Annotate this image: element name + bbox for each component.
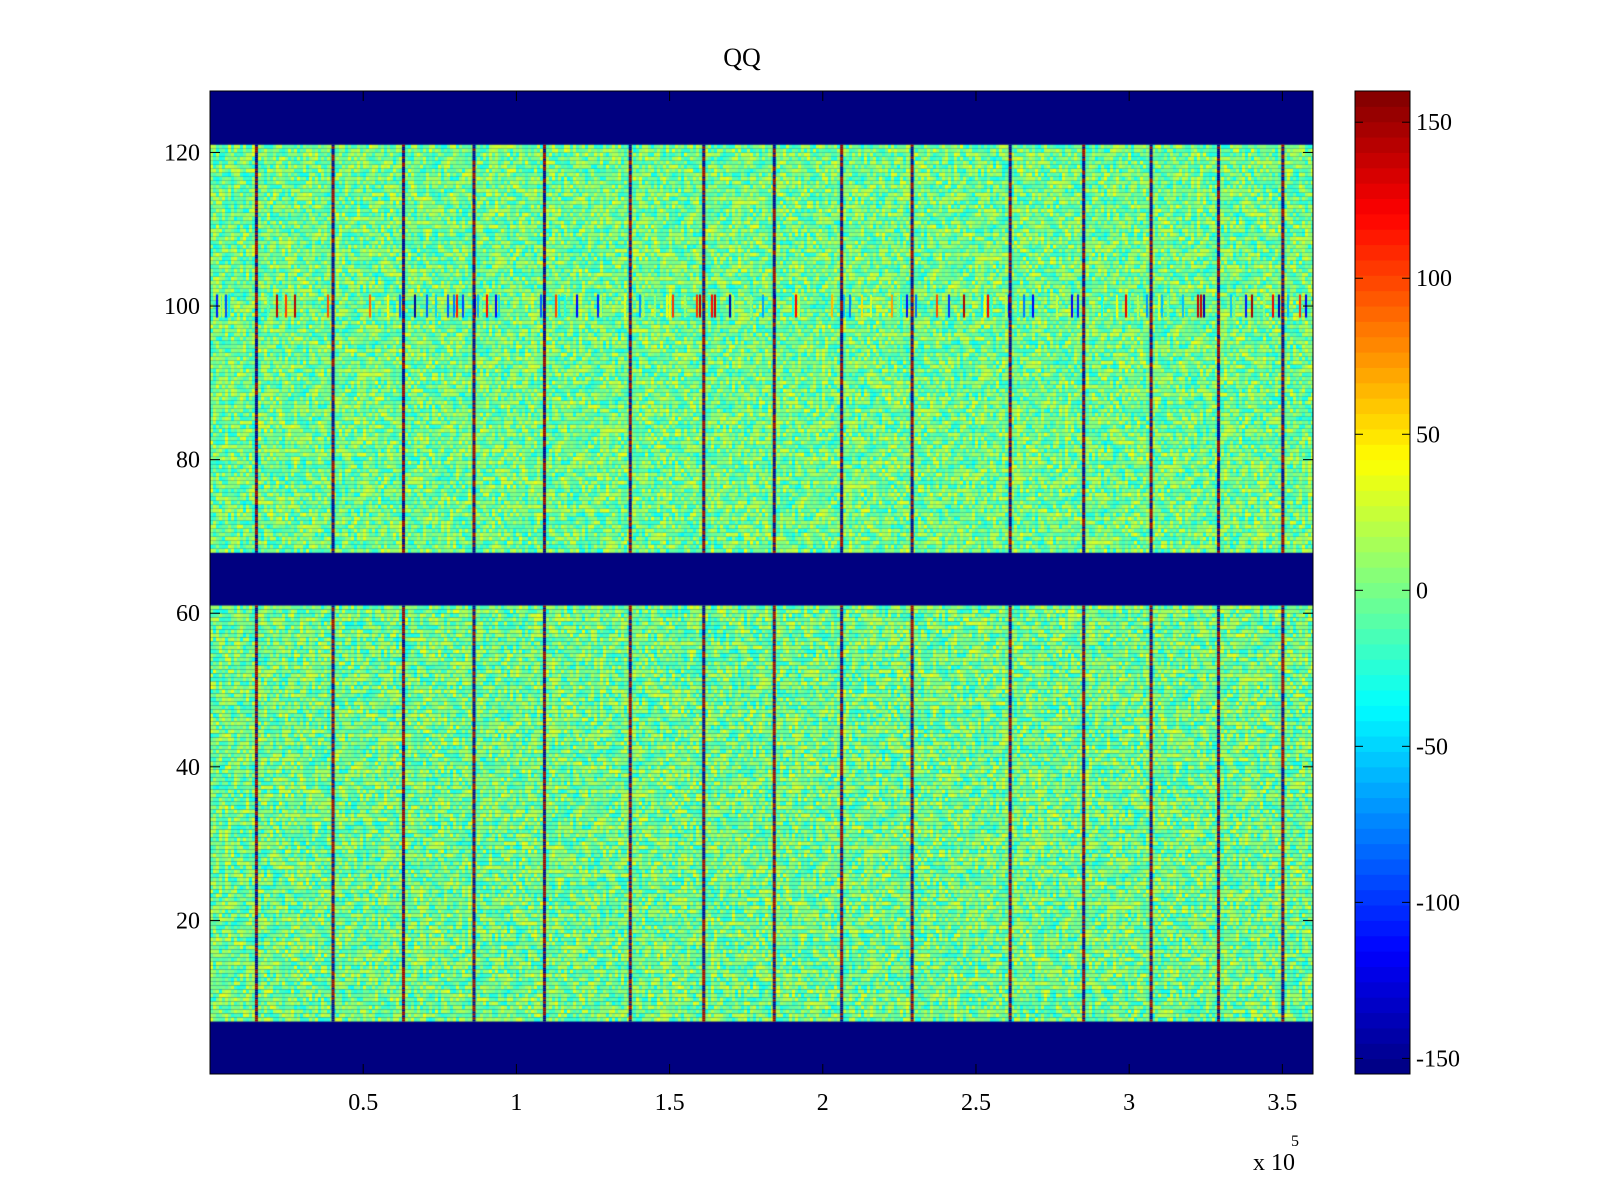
x-tick-label: 0.5 [348, 1090, 378, 1116]
x-tick-label: 3.5 [1267, 1090, 1297, 1116]
y-tick-label: 60 [176, 601, 200, 627]
colorbar-swatch [1355, 382, 1410, 399]
x-tick-label: 3 [1123, 1090, 1135, 1116]
colorbar-swatch [1355, 643, 1410, 660]
y-tick-label: 120 [164, 140, 200, 166]
heatmap-image [210, 91, 1313, 1074]
colorbar-swatch [1355, 474, 1410, 491]
colorbar-swatch [1355, 536, 1410, 553]
colorbar-swatch [1355, 628, 1410, 645]
colorbar-swatch [1355, 966, 1410, 983]
x-tick-label: 2.5 [961, 1090, 991, 1116]
colorbar-swatch [1355, 152, 1410, 169]
colorbar-swatch [1355, 782, 1410, 799]
colorbar-swatch [1355, 352, 1410, 368]
colorbar-swatch [1355, 336, 1410, 353]
colorbar: 150 100 50 0 -50 -100 -150 [1354, 90, 1460, 1075]
colorbar-swatch [1355, 121, 1410, 138]
colorbar-swatch [1355, 259, 1410, 276]
colorbar-swatch [1355, 290, 1410, 307]
colorbar-swatch [1355, 459, 1410, 476]
colorbar-swatch [1355, 1012, 1410, 1029]
colorbar-swatch [1355, 674, 1410, 691]
y-tick-label: 40 [176, 755, 200, 781]
colorbar-tick-label: 150 [1416, 110, 1452, 136]
colorbar-swatch [1355, 444, 1410, 461]
x-tick-label: 1 [510, 1090, 522, 1116]
colorbar-swatch [1355, 275, 1410, 292]
colorbar-swatch [1355, 198, 1410, 215]
colorbar-swatch [1355, 229, 1410, 246]
colorbar-swatch [1355, 582, 1410, 599]
x-axis-exponent: x 10 5 [1253, 1133, 1299, 1176]
colorbar-swatch [1355, 905, 1410, 921]
colorbar-swatch [1355, 659, 1410, 676]
colorbar-swatch [1355, 321, 1410, 338]
y-axis: 20 40 60 80 100 120 [164, 140, 1313, 934]
colorbar-swatch [1355, 705, 1410, 722]
colorbar-swatch [1355, 751, 1410, 768]
colorbar-swatch [1355, 398, 1410, 415]
colorbar-swatch [1355, 490, 1410, 507]
colorbar-swatch [1355, 997, 1410, 1014]
x-axis: 0.5 1 1.5 2 2.5 3 3.5 [348, 91, 1297, 1116]
colorbar-frame [1354, 90, 1411, 1075]
colorbar-swatch [1355, 213, 1410, 230]
colorbar-swatch [1355, 828, 1410, 845]
colorbar-tick-label: -100 [1416, 890, 1460, 916]
colorbar-swatch [1355, 720, 1410, 737]
colorbar-swatch [1355, 889, 1410, 906]
x-exponent-power: 5 [1291, 1133, 1299, 1150]
colorbar-swatch [1355, 428, 1410, 445]
colorbar-tick-label: 50 [1416, 422, 1440, 448]
colorbar-tick-label: -150 [1416, 1046, 1460, 1072]
x-exponent-base: x 10 [1253, 1150, 1295, 1176]
colorbar-swatch [1355, 137, 1410, 153]
colorbar-swatch [1355, 106, 1410, 123]
colorbar-swatch [1355, 413, 1410, 430]
colorbar-swatch [1355, 1043, 1410, 1060]
colorbar-swatch [1355, 1058, 1410, 1075]
colorbar-swatch [1355, 766, 1410, 783]
colorbar-swatch [1355, 858, 1410, 875]
colorbar-swatch [1355, 367, 1410, 384]
colorbar-swatch [1355, 736, 1410, 752]
colorbar-swatch [1355, 183, 1410, 200]
colorbar-swatch [1355, 521, 1410, 537]
colorbar-swatch [1355, 91, 1410, 107]
colorbar-tick-label: -50 [1416, 734, 1448, 760]
colorbar-swatch [1355, 567, 1410, 583]
y-tick-label: 20 [176, 908, 200, 934]
colorbar-tick-label: 0 [1416, 578, 1428, 604]
colorbar-swatch [1355, 951, 1410, 967]
y-tick-label: 80 [176, 448, 200, 474]
colorbar-swatch [1355, 244, 1410, 261]
colorbar-swatch [1355, 597, 1410, 614]
colorbar-swatch [1355, 935, 1410, 952]
colorbar-tick-label: 100 [1416, 266, 1452, 292]
y-tick-label: 100 [164, 294, 200, 320]
colorbar-swatch [1355, 981, 1410, 998]
axes-frame [209, 90, 1314, 1075]
colorbar-swatch [1355, 797, 1410, 814]
colorbar-swatch [1355, 505, 1410, 522]
colorbar-swatch [1355, 843, 1410, 860]
colorbar-swatch [1355, 551, 1410, 568]
colorbar-swatch [1355, 167, 1410, 184]
colorbar-swatch [1355, 1027, 1410, 1044]
heatmap-raster [210, 91, 1313, 1074]
colorbar-swatch [1355, 812, 1410, 829]
chart-title: QQ [723, 43, 761, 72]
colorbar-swatch [1355, 874, 1410, 891]
colorbar-swatch [1355, 306, 1410, 322]
x-tick-label: 1.5 [655, 1090, 685, 1116]
colorbar-swatch [1355, 613, 1410, 630]
colorbar-swatch [1355, 690, 1410, 706]
x-tick-label: 2 [817, 1090, 829, 1116]
colorbar-swatch [1355, 920, 1410, 937]
